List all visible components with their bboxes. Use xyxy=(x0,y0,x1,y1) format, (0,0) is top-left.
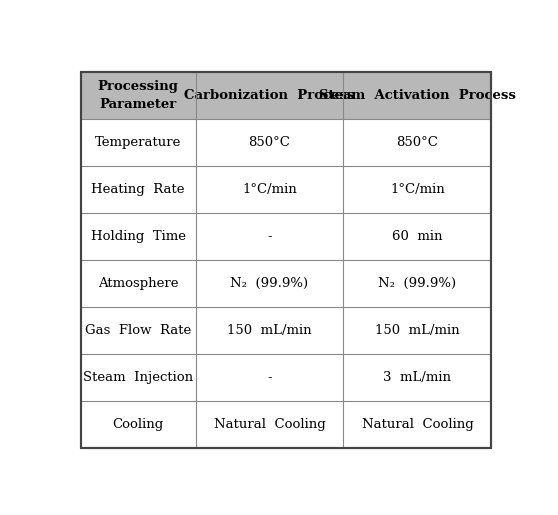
Text: 850°C: 850°C xyxy=(249,136,291,149)
Bar xyxy=(80,401,492,449)
Text: Natural  Cooling: Natural Cooling xyxy=(214,418,325,432)
Text: Processing
Parameter: Processing Parameter xyxy=(98,80,179,111)
Bar xyxy=(80,72,492,119)
Text: Steam  Injection: Steam Injection xyxy=(83,371,193,384)
Bar xyxy=(80,166,492,213)
Text: 150  mL/min: 150 mL/min xyxy=(375,324,460,337)
Text: 850°C: 850°C xyxy=(397,136,439,149)
Text: Carbonization  Process: Carbonization Process xyxy=(184,89,355,102)
Bar xyxy=(80,260,492,307)
Text: 3  mL/min: 3 mL/min xyxy=(383,371,451,384)
Text: Heating  Rate: Heating Rate xyxy=(92,183,185,196)
Text: N₂  (99.9%): N₂ (99.9%) xyxy=(378,277,456,290)
Text: 1°C/min: 1°C/min xyxy=(390,183,445,196)
Bar xyxy=(80,119,492,166)
Bar xyxy=(80,307,492,354)
Text: Holding  Time: Holding Time xyxy=(90,230,186,243)
Text: 60  min: 60 min xyxy=(392,230,442,243)
Text: -: - xyxy=(267,230,272,243)
Text: Steam  Activation  Process: Steam Activation Process xyxy=(319,89,516,102)
Text: Atmosphere: Atmosphere xyxy=(98,277,179,290)
Text: Cooling: Cooling xyxy=(113,418,163,432)
Text: 150  mL/min: 150 mL/min xyxy=(227,324,312,337)
Text: Temperature: Temperature xyxy=(95,136,181,149)
Bar xyxy=(80,213,492,260)
Text: -: - xyxy=(267,371,272,384)
Text: 1°C/min: 1°C/min xyxy=(242,183,297,196)
Bar xyxy=(80,354,492,401)
Text: Natural  Cooling: Natural Cooling xyxy=(362,418,473,432)
Text: Gas  Flow  Rate: Gas Flow Rate xyxy=(85,324,191,337)
Text: N₂  (99.9%): N₂ (99.9%) xyxy=(230,277,309,290)
